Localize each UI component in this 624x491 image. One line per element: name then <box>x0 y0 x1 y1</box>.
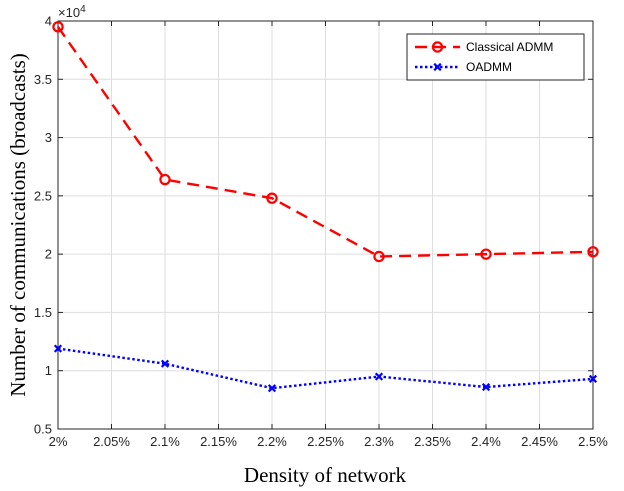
y-axis-label: Number of communications (broadcasts) <box>6 53 30 397</box>
data-point-classical-admm <box>159 173 171 186</box>
legend-label-classical-admm: Classical ADMM <box>466 40 553 54</box>
x-tick-label: 2% <box>49 434 68 449</box>
y-tick-label: 3.5 <box>34 72 52 87</box>
x-tick-label: 2.1% <box>150 434 180 449</box>
series-layer <box>52 21 599 393</box>
data-point-oadmm <box>53 344 63 353</box>
y-tick-label: 2 <box>45 247 52 262</box>
y-tick-label: 2.5 <box>34 188 52 203</box>
y-tick-label: 3 <box>45 130 52 145</box>
plot-frame <box>57 20 594 430</box>
x-tick-label: 2.15% <box>200 434 237 449</box>
legend: Classical ADMM OADMM <box>406 33 585 81</box>
y-tick-label: 1.5 <box>34 305 52 320</box>
data-point-classical-admm <box>266 192 278 204</box>
legend-label-oadmm: OADMM <box>466 60 512 74</box>
x-tick-label: 2.4% <box>471 434 501 449</box>
y-axis-multiplier: ×104 <box>58 4 86 20</box>
data-point-classical-admm <box>373 250 385 263</box>
x-tick-label: 2.2% <box>257 434 287 449</box>
y-tick-label: 4 <box>45 14 52 29</box>
x-axis-label: Density of network <box>244 463 407 487</box>
series-line-classical-admm <box>57 26 594 258</box>
data-point-classical-admm <box>52 21 64 33</box>
data-point-oadmm <box>588 374 598 383</box>
y-axis-ticks: 0.5 1 1.5 2 2.5 3 3.5 4 <box>34 14 593 437</box>
data-point-oadmm <box>160 359 170 368</box>
x-tick-label: 2.3% <box>364 434 394 449</box>
x-tick-label: 2.35% <box>414 434 451 449</box>
x-tick-label: 2.25% <box>307 434 344 449</box>
x-tick-label: 2.05% <box>93 434 130 449</box>
legend-marker-symbol <box>433 62 442 72</box>
series-line-oadmm <box>57 347 594 390</box>
y-tick-label: 1 <box>45 363 52 378</box>
x-tick-label: 2.5% <box>578 434 608 449</box>
data-point-classical-admm <box>587 246 599 258</box>
y-tick-label: 0.5 <box>34 422 52 437</box>
legend-marker-oadmm <box>433 62 442 72</box>
legend-marker-classical-admm <box>431 41 444 53</box>
data-point-oadmm <box>374 372 384 381</box>
x-tick-label: 2.45% <box>521 434 558 449</box>
data-point-oadmm <box>481 382 491 392</box>
legend-marker-symbol <box>431 41 444 53</box>
data-point-oadmm <box>267 384 277 393</box>
data-point-classical-admm <box>480 248 492 260</box>
